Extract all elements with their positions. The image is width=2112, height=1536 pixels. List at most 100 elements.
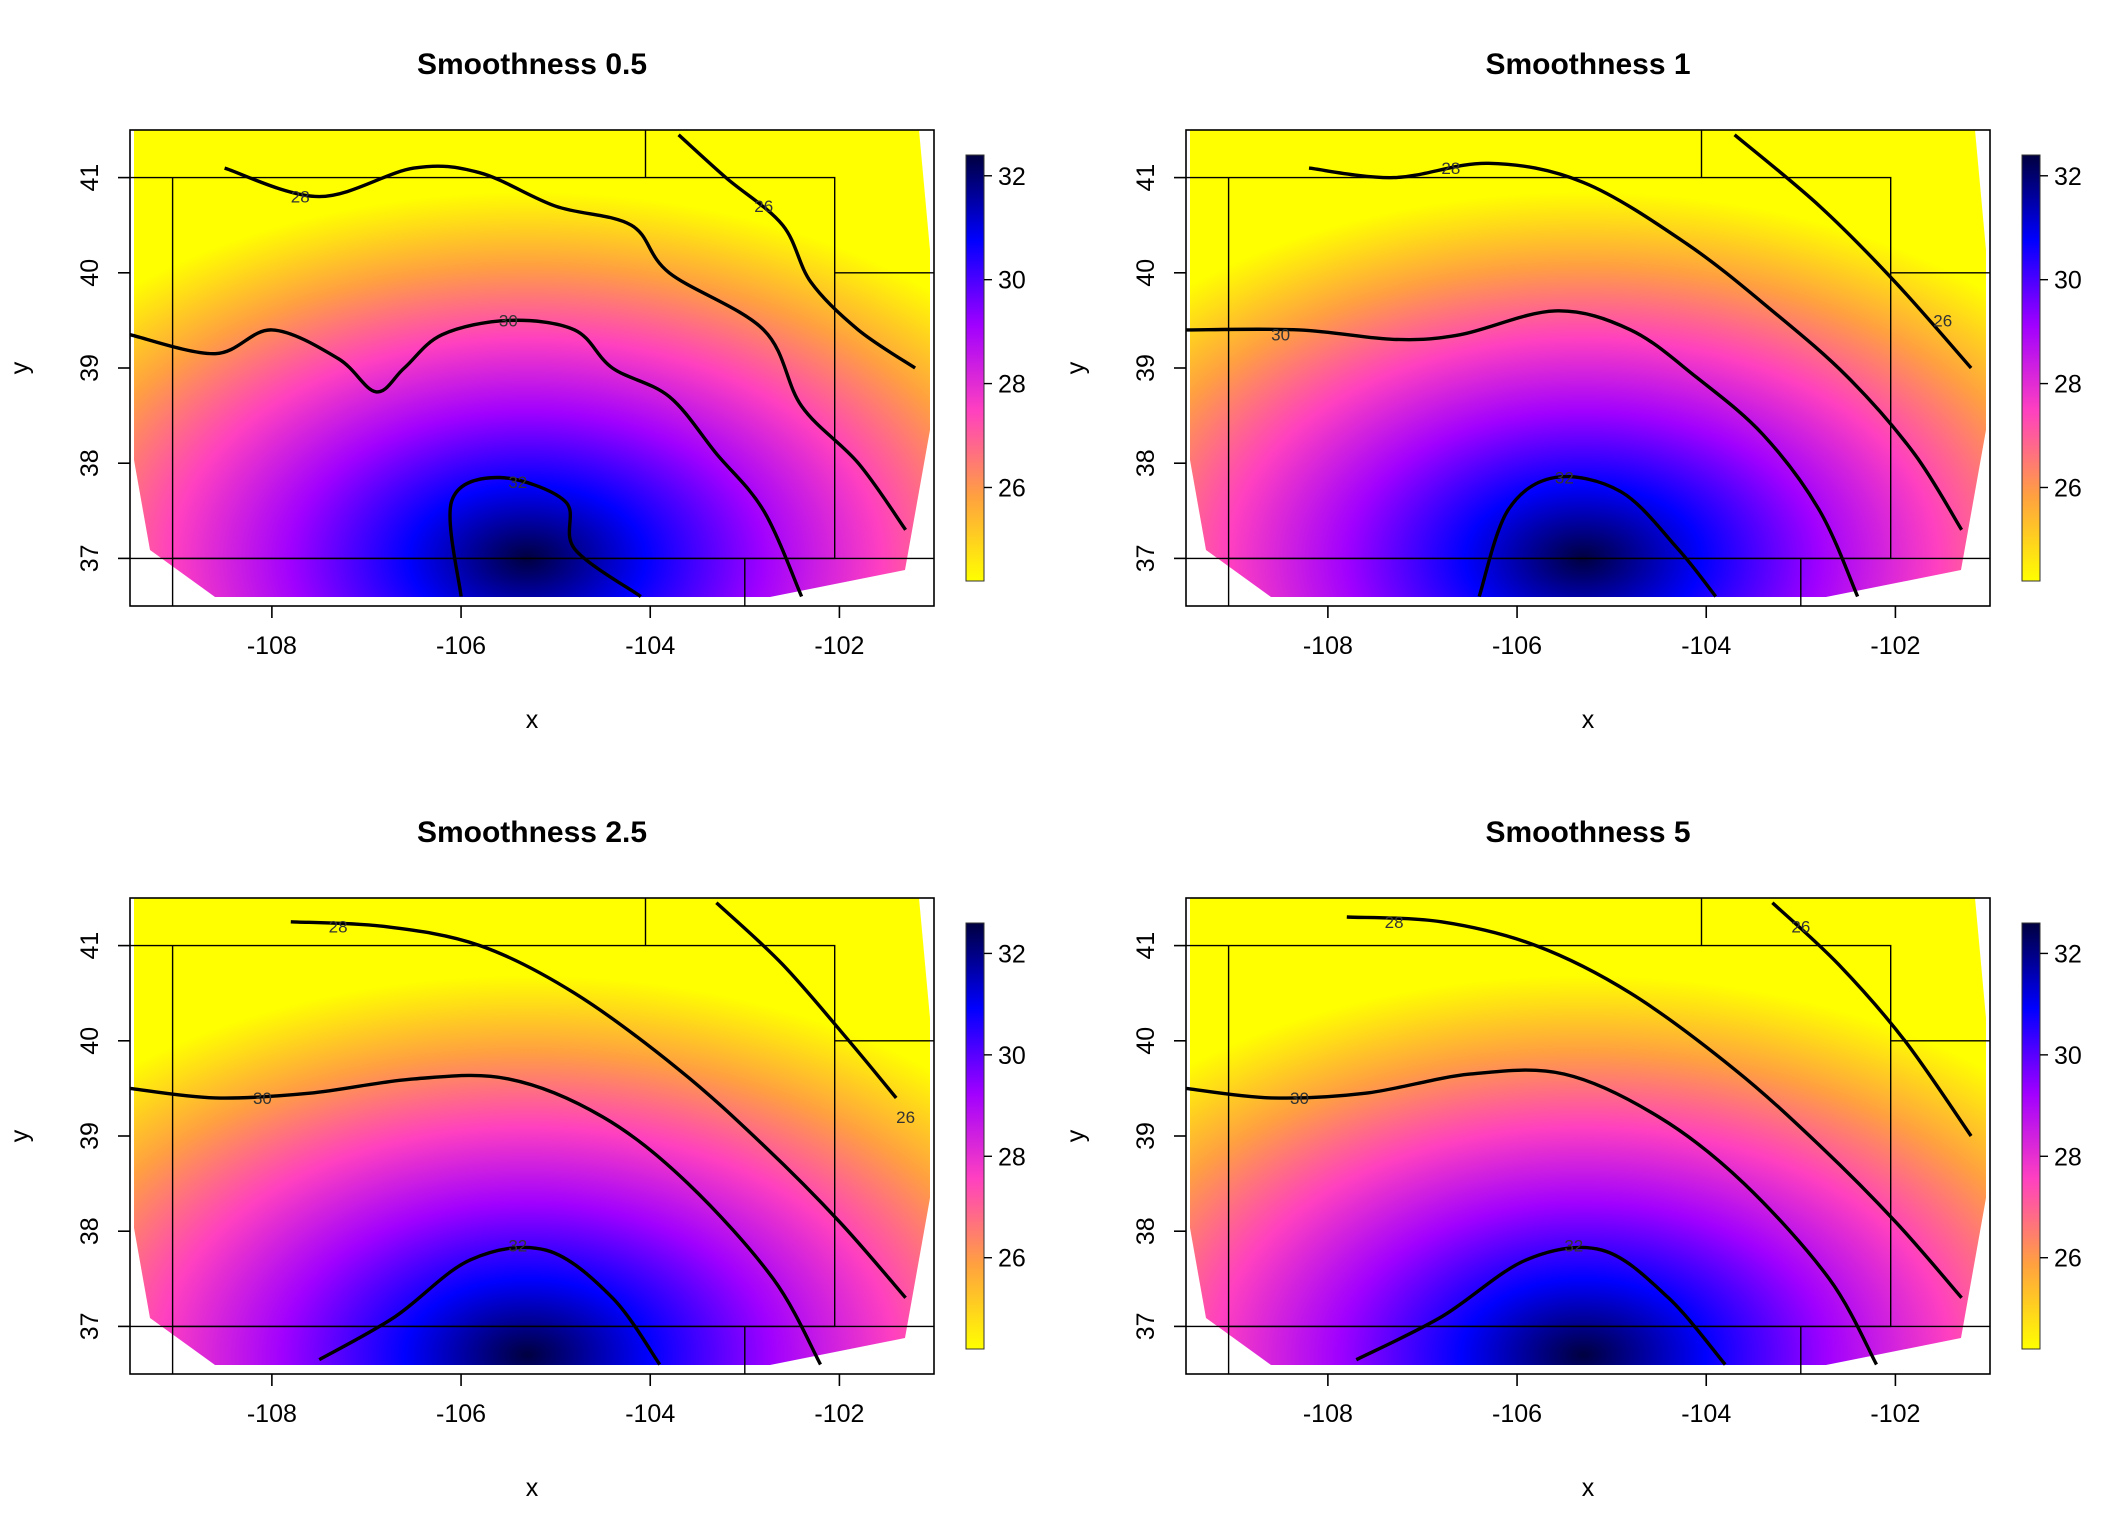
contour-32 [448, 475, 642, 598]
plot-area [130, 130, 934, 606]
panel-title: Smoothness 1 [1485, 48, 1690, 81]
colorbar-tick-label: 28 [2054, 1143, 2082, 1171]
colorbar: 26 28 30 32 [965, 922, 1026, 1350]
x-tick-label: -104 [625, 632, 675, 660]
contour-label-30: 30 [1271, 326, 1290, 345]
colorbar-tick-label: 30 [2054, 267, 2082, 295]
contour-28 [1308, 161, 1964, 531]
colorbar-tick-label: 26 [998, 474, 1026, 502]
x-tick-label: -102 [1870, 1400, 1920, 1428]
y-tick-label: 38 [76, 1217, 104, 1245]
y-tick-label: 38 [76, 449, 104, 477]
x-tick-label: -108 [1303, 1400, 1353, 1428]
y-axis-label: y [6, 1129, 34, 1142]
colorbar-tick-label: 32 [998, 940, 1026, 968]
y-axis: 37 38 39 40 41 [76, 164, 130, 572]
y-axis-label: y [1062, 1129, 1090, 1142]
colorbar-tick-label: 26 [2054, 474, 2082, 502]
contour-lines: 26 28 30 32 [129, 133, 917, 598]
colorbar-tick-label: 30 [998, 267, 1026, 295]
x-axis: -108 -106 -104 -102 [247, 606, 864, 660]
x-tick-label: -102 [814, 632, 864, 660]
y-tick-label: 41 [76, 164, 104, 192]
contour-26 [1771, 901, 1973, 1137]
x-axis-label: x [526, 706, 539, 734]
plot-area [130, 898, 934, 1374]
contour-label-26: 26 [1933, 311, 1952, 330]
contour-label-32: 32 [508, 1236, 527, 1255]
contour-26 [677, 133, 917, 370]
colorbar-tick-label: 30 [998, 1042, 1026, 1070]
panel-title: Smoothness 5 [1485, 816, 1690, 849]
x-tick-label: -108 [1303, 632, 1353, 660]
x-axis-label: x [526, 1474, 539, 1502]
contour-label-32: 32 [1555, 468, 1574, 487]
y-tick-label: 37 [76, 1312, 104, 1340]
contour-28 [290, 920, 907, 1299]
x-tick-label: -106 [436, 632, 486, 660]
contour-label-30: 30 [499, 311, 518, 330]
y-tick-label: 39 [76, 1122, 104, 1150]
y-tick-label: 40 [1132, 259, 1160, 287]
panel-title: Smoothness 0.5 [417, 48, 647, 81]
heatmap-surface [1190, 898, 1986, 1365]
y-tick-label: 37 [1132, 544, 1160, 572]
contour-lines: 26 28 30 32 [1185, 901, 1973, 1366]
colorbar: 26 28 30 32 [965, 154, 1026, 582]
x-tick-label: -106 [1492, 632, 1542, 660]
colorbar: 26 28 30 32 [2021, 154, 2082, 582]
colorbar-tick-label: 26 [2054, 1245, 2082, 1273]
y-tick-label: 38 [1132, 449, 1160, 477]
contour-26 [715, 901, 898, 1099]
contour-label-32: 32 [1564, 1236, 1583, 1255]
x-axis: -108 -106 -104 -102 [247, 1374, 864, 1428]
contour-32 [318, 1245, 662, 1366]
contour-label-28: 28 [291, 188, 310, 207]
y-tick-label: 41 [1132, 932, 1160, 960]
contour-30 [1185, 309, 1860, 598]
x-axis-label: x [1582, 706, 1595, 734]
plot-area [1186, 898, 1990, 1374]
panel-smoothness-5: Smoothness 5 26 28 30 32 -108 -106 -104 -102 3… [1062, 816, 2082, 1502]
colorbar-tick-label: 32 [2054, 940, 2082, 968]
contour-32 [1477, 474, 1718, 598]
x-tick-label: -106 [436, 1400, 486, 1428]
y-axis: 37 38 39 40 41 [1132, 164, 1186, 572]
colorbar-scale [965, 154, 985, 582]
contour-28 [224, 164, 907, 531]
heatmap-surface [134, 898, 930, 1365]
heatmap-surface [1190, 130, 1986, 597]
y-tick-label: 37 [76, 544, 104, 572]
contour-26 [1733, 133, 1973, 370]
x-tick-label: -108 [247, 632, 297, 660]
colorbar-tick-label: 28 [998, 371, 1026, 399]
colorbar-scale [2021, 922, 2041, 1350]
x-tick-label: -104 [625, 1400, 675, 1428]
colorbar-scale [2021, 154, 2041, 582]
y-tick-label: 41 [1132, 164, 1160, 192]
contour-label-30: 30 [253, 1089, 272, 1108]
contour-28 [1346, 915, 1963, 1299]
colorbar-tick-label: 28 [2054, 371, 2082, 399]
y-axis-label: y [6, 361, 34, 374]
x-tick-label: -102 [814, 1400, 864, 1428]
heatmap-surface [134, 130, 930, 597]
contour-lines: 26 28 30 32 [1185, 133, 1973, 598]
x-tick-label: -108 [247, 1400, 297, 1428]
x-tick-label: -104 [1681, 1400, 1731, 1428]
colorbar-tick-label: 32 [2054, 163, 2082, 191]
y-axis: 37 38 39 40 41 [76, 932, 130, 1340]
colorbar-scale [965, 922, 985, 1350]
contour-label-26: 26 [1791, 918, 1810, 937]
y-tick-label: 39 [1132, 1122, 1160, 1150]
contour-label-28: 28 [329, 918, 348, 937]
x-tick-label: -106 [1492, 1400, 1542, 1428]
y-tick-label: 39 [1132, 354, 1160, 382]
colorbar-tick-label: 30 [2054, 1042, 2082, 1070]
colorbar-tick-label: 26 [998, 1245, 1026, 1273]
y-tick-label: 38 [1132, 1217, 1160, 1245]
colorbar-tick-label: 28 [998, 1143, 1026, 1171]
plot-area [1186, 130, 1990, 606]
x-tick-label: -104 [1681, 632, 1731, 660]
